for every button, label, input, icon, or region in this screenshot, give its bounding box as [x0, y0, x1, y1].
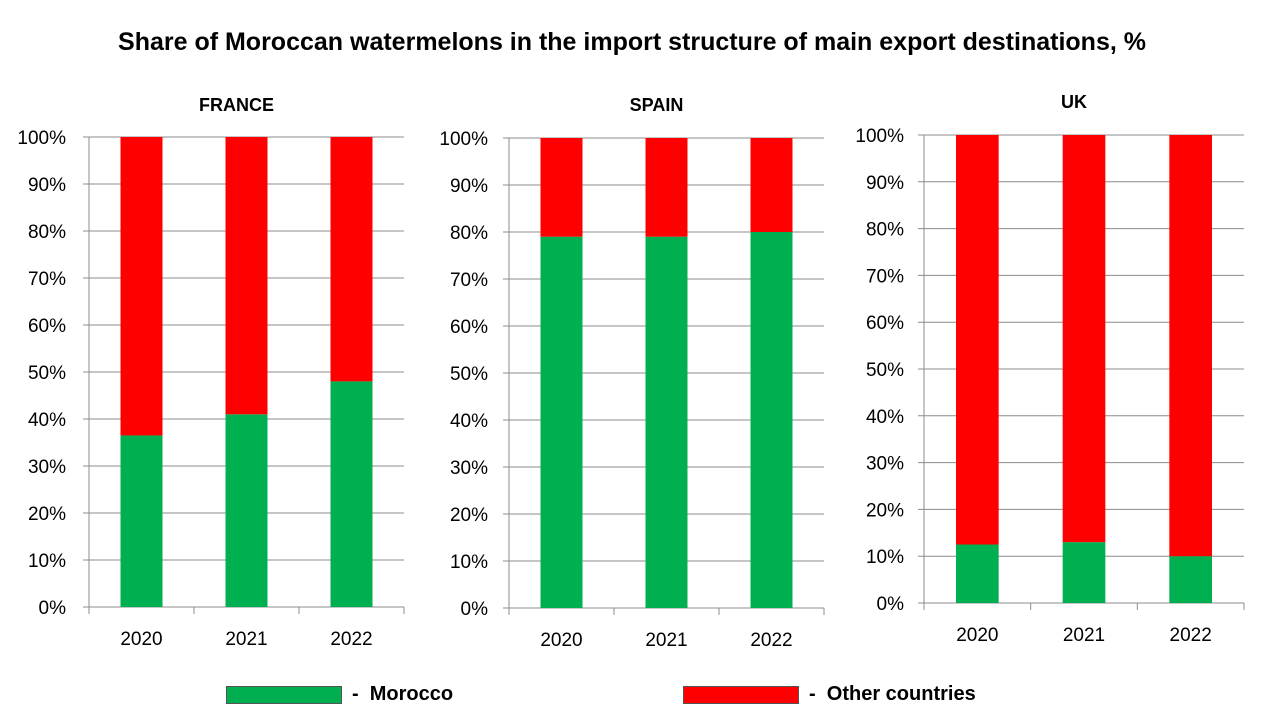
y-tick-label: 70%: [450, 270, 488, 291]
chart-title: Share of Moroccan watermelons in the imp…: [118, 28, 1146, 56]
bar-morocco: [225, 414, 268, 607]
y-tick-label: 100%: [17, 128, 66, 149]
y-tick-label: 10%: [28, 551, 66, 572]
y-tick-label: 30%: [866, 454, 904, 475]
y-tick-label: 90%: [450, 176, 488, 197]
y-tick-label: 80%: [866, 220, 904, 241]
y-tick-label: 80%: [450, 223, 488, 244]
y-tick-label: 90%: [866, 173, 904, 194]
bar-morocco: [1062, 542, 1106, 603]
y-tick-label: 70%: [28, 269, 66, 290]
bar-other-countries: [120, 137, 163, 436]
y-tick-label: 90%: [28, 175, 66, 196]
y-tick-label: 30%: [28, 457, 66, 478]
x-tick-label: 2020: [956, 625, 998, 646]
bar-other-countries: [956, 135, 999, 545]
y-tick-label: 0%: [461, 599, 489, 620]
y-tick-label: 100%: [855, 126, 904, 147]
y-tick-label: 20%: [450, 505, 488, 526]
y-tick-label: 50%: [450, 364, 488, 385]
bar-morocco: [330, 381, 373, 607]
bar-other-countries: [1169, 135, 1212, 557]
x-tick-label: 2021: [1063, 625, 1105, 646]
x-tick-label: 2021: [645, 630, 687, 651]
x-tick-label: 2020: [540, 630, 582, 651]
y-tick-label: 0%: [877, 594, 905, 615]
x-tick-label: 2020: [120, 629, 162, 650]
y-tick-label: 10%: [866, 547, 904, 568]
y-tick-label: 100%: [439, 129, 488, 150]
y-tick-label: 80%: [28, 222, 66, 243]
bar-morocco: [645, 236, 688, 608]
y-tick-label: 70%: [866, 266, 904, 287]
panel-title-france: FRANCE: [199, 95, 274, 115]
x-tick-label: 2022: [1170, 625, 1212, 646]
bar-morocco: [120, 435, 163, 607]
y-tick-label: 40%: [28, 410, 66, 431]
y-tick-label: 50%: [28, 363, 66, 384]
y-tick-label: 60%: [866, 313, 904, 334]
bar-other-countries: [645, 138, 688, 237]
bar-other-countries: [330, 137, 373, 382]
y-tick-label: 10%: [450, 552, 488, 573]
y-tick-label: 20%: [866, 500, 904, 521]
bar-morocco: [750, 232, 793, 608]
bar-morocco: [540, 236, 583, 608]
bar-other-countries: [1062, 135, 1106, 543]
x-tick-label: 2022: [330, 629, 372, 650]
bar-morocco: [956, 544, 999, 603]
y-tick-label: 60%: [450, 317, 488, 338]
y-tick-label: 30%: [450, 458, 488, 479]
y-tick-label: 0%: [39, 598, 67, 619]
panel-title-uk: UK: [1061, 92, 1087, 112]
bar-other-countries: [750, 138, 793, 232]
x-tick-label: 2022: [750, 630, 792, 651]
y-tick-label: 60%: [28, 316, 66, 337]
panel-title-spain: SPAIN: [630, 95, 684, 115]
bar-morocco: [1169, 556, 1212, 603]
x-tick-label: 2021: [225, 629, 267, 650]
y-tick-label: 40%: [450, 411, 488, 432]
bar-other-countries: [540, 138, 583, 237]
y-tick-label: 50%: [866, 360, 904, 381]
y-tick-label: 40%: [866, 407, 904, 428]
bar-other-countries: [225, 137, 268, 415]
y-tick-label: 20%: [28, 504, 66, 525]
